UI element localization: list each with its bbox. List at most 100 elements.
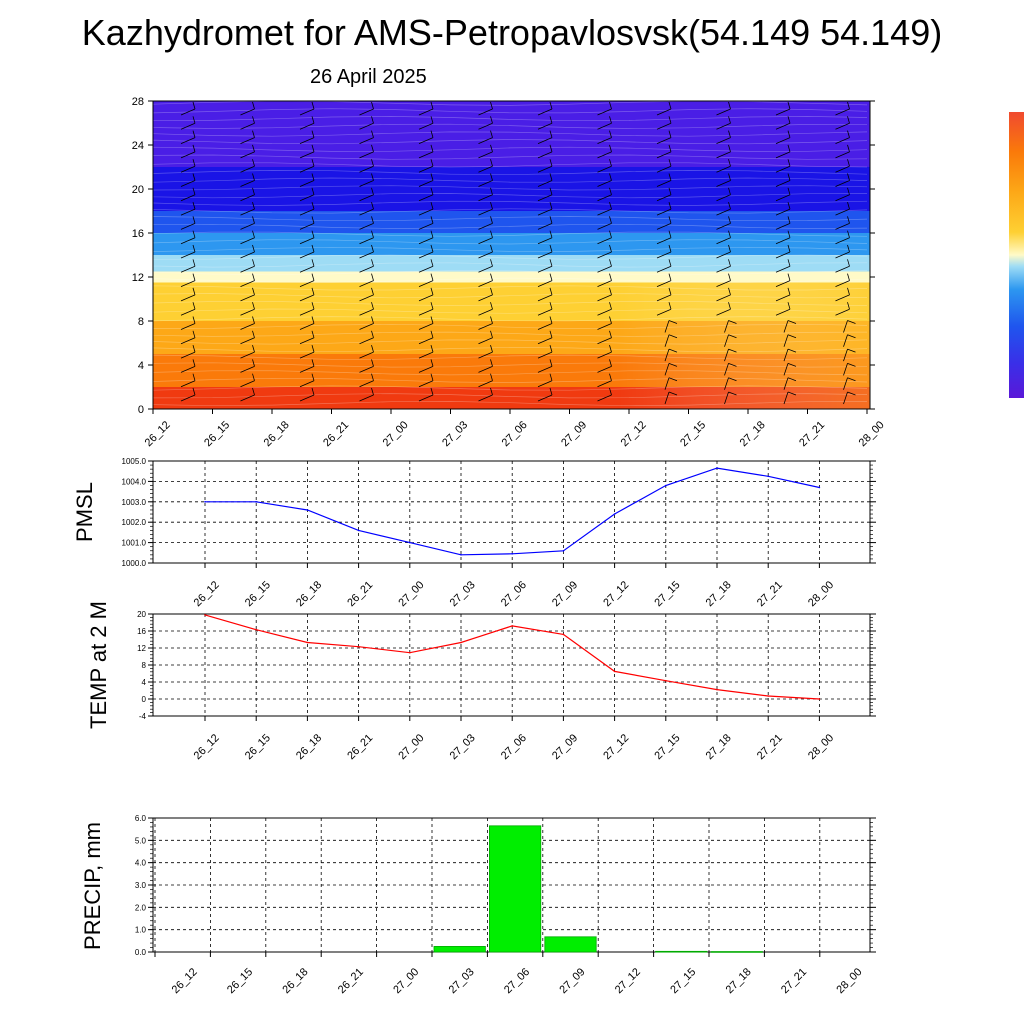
wind-barb (716, 273, 731, 287)
panel-frame (152, 613, 871, 717)
wind-barb (656, 302, 672, 316)
x-tick-label: 27_12 (619, 419, 649, 449)
precip-panel: 0.0 1.0 2.0 3.0 4.0 5.0 6.0 26_12 26_15 26_18 26_2… (80, 814, 876, 996)
wind-barb (597, 130, 612, 144)
x-tick-label: 27_21 (779, 966, 809, 996)
contour-line (153, 347, 868, 353)
wind-barb (716, 101, 731, 116)
contour-line (153, 308, 868, 314)
wind-barb (478, 201, 493, 216)
wind-barb (359, 201, 374, 216)
wind-barb (478, 287, 493, 302)
wind-barb (359, 273, 374, 287)
x-tick-label: 26_12 (192, 579, 222, 609)
contour-line (153, 285, 868, 291)
x-tick-label: 27_15 (678, 419, 708, 449)
temp-point (818, 698, 821, 700)
x-tick-label: 26_15 (243, 732, 273, 762)
temp-point (665, 679, 667, 682)
temp-point (204, 614, 206, 616)
wind-barb (775, 173, 791, 187)
x-tick-label: 27_12 (613, 966, 643, 996)
wind-barb (359, 244, 374, 259)
wind-barb (835, 187, 850, 202)
wind-barb (843, 334, 856, 347)
pmsl-point (409, 541, 411, 544)
contour-line (153, 170, 868, 176)
contour-line (153, 223, 868, 229)
x-tick-label: 27_12 (601, 579, 631, 609)
wind-barb (537, 130, 553, 144)
wind-barb (180, 144, 196, 159)
wind-barb (359, 344, 374, 359)
wind-barb (716, 302, 731, 316)
x-tick-label: 28_00 (806, 579, 836, 609)
wind-barb (418, 130, 434, 144)
wind-barb (299, 116, 315, 130)
x-tick-label: 27_03 (440, 419, 470, 449)
x-tick-label: 26_12 (170, 966, 200, 996)
y-tick-label: 4.0 (135, 859, 147, 868)
wind-barb (299, 373, 315, 388)
wind-barb (418, 216, 434, 230)
heat-shade (153, 282, 870, 409)
wind-barb (418, 316, 434, 330)
wind-barb (180, 273, 196, 287)
x-tick-label: 27_06 (499, 579, 529, 609)
wind-barb (478, 116, 493, 130)
x-tick-label: 26_21 (345, 732, 375, 762)
wind-barb (537, 230, 553, 245)
wind-barb (299, 173, 315, 187)
temp-point (460, 641, 462, 644)
temp-point (716, 688, 718, 691)
wind-barb (656, 273, 672, 287)
x-tick-label: 28_00 (834, 966, 864, 996)
wind-barb (359, 173, 374, 187)
wind-barb (299, 302, 315, 316)
wind-barb (418, 230, 434, 245)
wind-barb (418, 273, 434, 287)
x-tick-label: 26_12 (143, 419, 173, 449)
pmsl-point (204, 501, 206, 503)
pmsl-point (460, 554, 462, 556)
wind-barb (716, 130, 731, 144)
wind-barb (359, 187, 374, 202)
precip-bar (433, 946, 486, 953)
wind-barb (537, 259, 553, 273)
wind-barb (180, 116, 196, 130)
contour-line (153, 231, 868, 237)
wind-barb (240, 173, 255, 187)
wind-barb (537, 159, 553, 173)
pmsl-point (818, 486, 821, 489)
wind-barb (240, 101, 255, 116)
wind-barb (664, 363, 678, 376)
wind-barb (478, 387, 493, 402)
chart-title: Kazhydromet for AMS-Petropavlosvsk(54.14… (81, 12, 943, 53)
wind-barb (656, 244, 672, 259)
y-tick-label: 24 (132, 140, 144, 152)
panel-frame (152, 460, 871, 564)
wind-barb (835, 173, 850, 187)
wind-barb (299, 216, 315, 230)
contour-line (153, 370, 868, 376)
wind-barb (180, 387, 196, 402)
x-tick-label: 27_09 (550, 579, 580, 609)
temp-point (357, 645, 360, 648)
wind-barb (835, 287, 850, 302)
x-tick-label: 27_00 (396, 732, 426, 762)
x-tick-label: 27_00 (396, 579, 426, 609)
wind-barb (775, 230, 791, 245)
wind-barb (240, 244, 255, 259)
wind-barb (724, 334, 737, 347)
wind-barb (783, 348, 797, 362)
x-tick-label: 26_18 (280, 966, 310, 996)
y-tick-label: 4 (138, 360, 144, 372)
x-tick-label: 27_00 (381, 419, 411, 449)
wind-barb (835, 302, 850, 316)
wind-barb (180, 201, 196, 216)
wind-barb (537, 144, 553, 159)
contour-line (153, 277, 868, 283)
wind-barb (656, 159, 672, 173)
x-tick-label: 26_15 (225, 966, 255, 996)
wind-barb (478, 130, 493, 144)
